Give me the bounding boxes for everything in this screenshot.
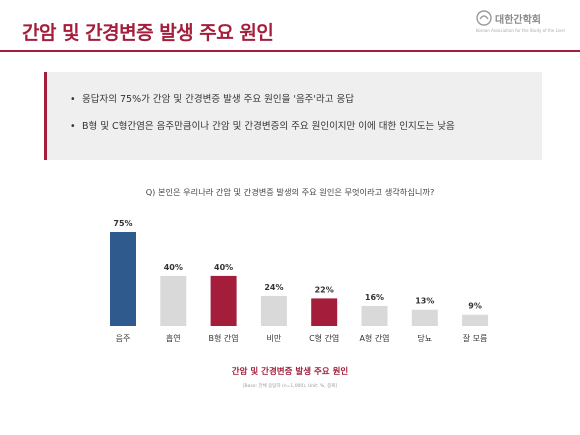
logo-subtitle: Korean Association for the Study of the … bbox=[476, 28, 566, 33]
bar-value-label: 24% bbox=[264, 283, 283, 292]
summary-item: • B형 및 C형간염은 음주만큼이나 간암 및 간경변증의 주요 원인이지만 이… bbox=[70, 120, 455, 147]
category-label: A형 간염 bbox=[359, 333, 389, 343]
bar bbox=[210, 275, 237, 326]
summary-list: • 응답자의 75%가 간암 및 간경변증 발생 주요 원인을 '음주'라고 응답… bbox=[70, 93, 455, 147]
bar-value-label: 13% bbox=[415, 297, 434, 306]
category-label: 음주 bbox=[116, 334, 131, 343]
bar bbox=[160, 275, 187, 326]
bar-value-label: 40% bbox=[214, 263, 233, 272]
bar bbox=[462, 314, 489, 326]
category-label: 흡연 bbox=[166, 333, 181, 343]
liver-logo-icon bbox=[476, 10, 492, 26]
bar-value-label: 22% bbox=[315, 285, 334, 294]
bullet: • bbox=[70, 121, 76, 132]
bar bbox=[361, 305, 388, 326]
chart-note: [Base: 전체 응답자 (n=1,000), Unit: %, 중복] bbox=[242, 384, 338, 389]
category-label: B형 간염 bbox=[209, 333, 239, 343]
bar bbox=[311, 298, 338, 326]
bar-value-label: 75% bbox=[113, 219, 132, 228]
survey-question: Q) 본인은 우리나라 간암 및 간경변증 발생의 주요 원인은 무엇이라고 생… bbox=[145, 187, 435, 197]
bar bbox=[260, 295, 287, 326]
chart-caption: 간암 및 간경변증 발생 주요 원인 bbox=[231, 367, 349, 377]
bar-chart: 75% 음주 40% 흡연 40% B형 간염 24% 비만 22% C형 간염 16% A형 간염 1… bbox=[110, 219, 489, 343]
bar-value-label: 40% bbox=[164, 263, 183, 272]
page-title: 간암 및 간경변증 발생 주요 원인 bbox=[22, 22, 274, 44]
bullet: • bbox=[70, 94, 76, 105]
summary-accent-bar bbox=[44, 72, 47, 160]
title-divider bbox=[0, 50, 580, 52]
category-label: 잘 모름 bbox=[463, 334, 488, 343]
category-label: 비만 bbox=[267, 334, 282, 343]
logo: 대한간학회 Korean Association for the Study o… bbox=[476, 8, 576, 38]
category-label: 당뇨 bbox=[417, 333, 432, 343]
bar-value-label: 9% bbox=[468, 302, 482, 311]
category-label: C형 간염 bbox=[309, 333, 339, 343]
bar-value-label: 16% bbox=[365, 293, 384, 302]
summary-item-text: 응답자의 75%가 간암 및 간경변증 발생 주요 원인을 '음주'라고 응답 bbox=[82, 94, 355, 105]
summary-box: • 응답자의 75%가 간암 및 간경변증 발생 주요 원인을 '음주'라고 응답… bbox=[44, 72, 542, 160]
summary-item-text: B형 및 C형간염은 음주만큼이나 간암 및 간경변증의 주요 원인이지만 이에… bbox=[82, 121, 455, 132]
logo-name: 대한간학회 bbox=[495, 15, 541, 26]
bar bbox=[411, 309, 438, 326]
summary-item: • 응답자의 75%가 간암 및 간경변증 발생 주요 원인을 '음주'라고 응답 bbox=[70, 93, 455, 120]
bar bbox=[110, 232, 136, 326]
